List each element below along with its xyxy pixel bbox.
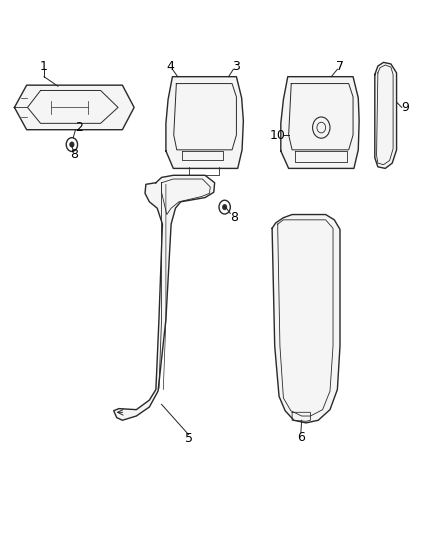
Circle shape: [70, 142, 74, 147]
Text: 4: 4: [166, 60, 174, 72]
Circle shape: [223, 205, 227, 210]
Polygon shape: [14, 85, 134, 130]
Polygon shape: [272, 215, 340, 423]
Text: 10: 10: [270, 128, 286, 141]
Text: 3: 3: [233, 60, 240, 72]
Polygon shape: [166, 77, 244, 168]
Text: 5: 5: [185, 432, 194, 446]
Polygon shape: [281, 77, 359, 168]
Text: 7: 7: [336, 60, 344, 72]
Polygon shape: [114, 175, 215, 420]
Text: 9: 9: [401, 101, 409, 114]
Text: 2: 2: [75, 121, 83, 134]
Polygon shape: [375, 62, 396, 168]
Text: 6: 6: [297, 431, 305, 444]
Text: 8: 8: [71, 148, 78, 160]
Text: 8: 8: [230, 211, 238, 224]
Text: 1: 1: [40, 60, 48, 72]
